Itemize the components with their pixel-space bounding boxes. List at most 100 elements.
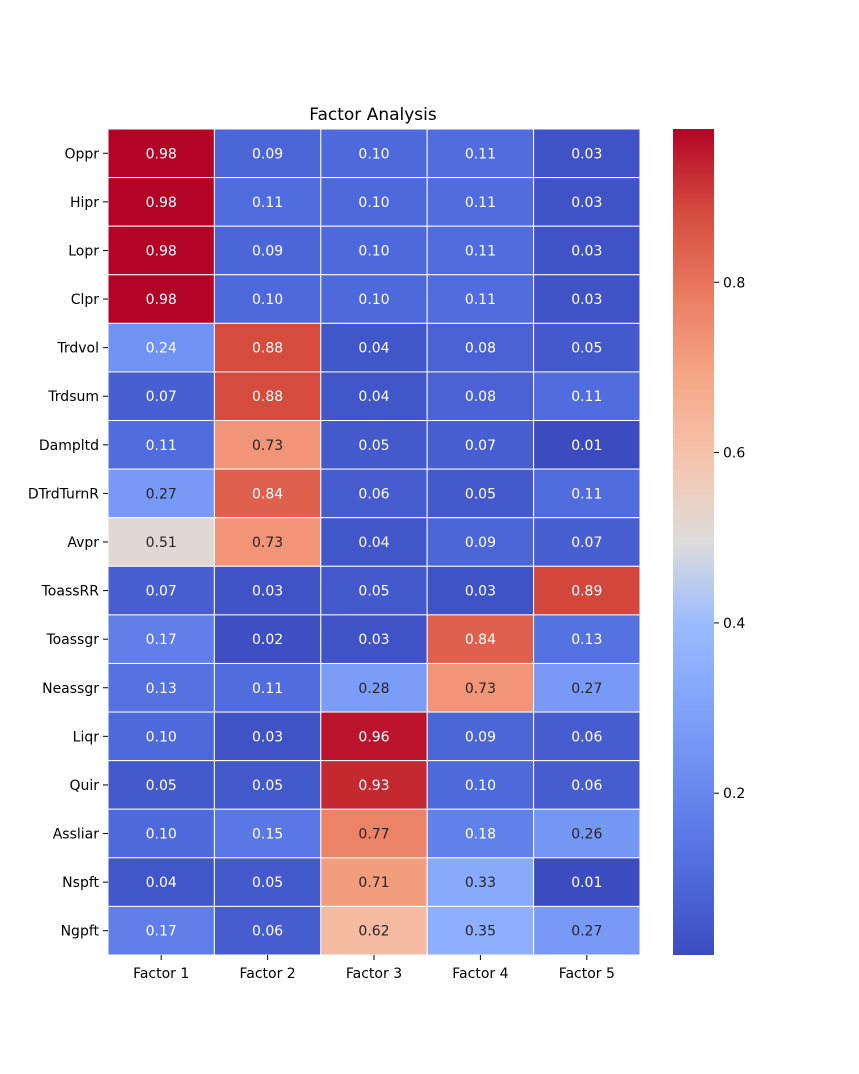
cell-value-label: 0.11 (465, 146, 496, 162)
y-tick-label: Assliar (53, 827, 100, 843)
cell-value-label: 0.93 (358, 778, 389, 794)
colorbar-tick-label: 0.2 (723, 786, 745, 802)
cell-value-label: 0.27 (146, 486, 177, 502)
cell-value-label: 0.07 (146, 584, 177, 600)
heatmap-cell (533, 905, 641, 956)
cell-value-label: 0.03 (571, 243, 602, 259)
cell-value-label: 0.07 (465, 438, 496, 454)
heatmap-cell (533, 468, 641, 519)
heatmap-cell (107, 420, 215, 470)
cell-value-label: 0.11 (252, 195, 283, 211)
cell-value-label: 0.01 (571, 438, 602, 454)
heatmap-cell (533, 808, 641, 859)
cell-value-label: 0.98 (146, 195, 177, 211)
heatmap-cell (320, 371, 428, 422)
heatmap-cell (107, 662, 215, 713)
heatmap-cell (107, 711, 215, 762)
cell-value-label: 0.10 (358, 292, 389, 308)
cell-value-label: 0.07 (146, 389, 177, 405)
cell-value-label: 0.04 (358, 389, 389, 405)
heatmap-cell (320, 128, 428, 179)
y-tick-label: Hipr (70, 195, 99, 211)
x-tick-label: Factor 5 (559, 966, 615, 982)
heatmap-cell (213, 857, 322, 907)
heatmap-cell (213, 225, 322, 276)
cell-value-label: 0.98 (146, 243, 177, 259)
cell-value-label: 0.11 (465, 243, 496, 259)
heatmap-cell (320, 468, 428, 519)
cell-value-label: 0.17 (146, 632, 177, 648)
cell-value-label: 0.89 (571, 584, 602, 600)
y-tick-label: Dampltd (39, 438, 99, 454)
cell-value-label: 0.33 (465, 875, 496, 891)
heatmap-cell (107, 468, 215, 519)
heatmap-cells: 0.98 0.09 0.10 0.11 0.03 0.98 0.11 0.10 0.11 0.03… (107, 128, 641, 956)
cell-value-label: 0.10 (252, 292, 283, 308)
cell-value-label: 0.73 (252, 535, 283, 551)
heatmap-cell (107, 614, 215, 664)
heatmap-cell (426, 662, 535, 713)
cell-value-label: 0.01 (571, 875, 602, 891)
cell-value-label: 0.05 (358, 584, 389, 600)
y-tick-label: ToassRR (41, 584, 100, 600)
colorbar-tick-label: 0.6 (723, 446, 745, 462)
cell-value-label: 0.88 (252, 389, 283, 405)
cell-value-label: 0.05 (571, 341, 602, 357)
y-tick-label: Toassgr (45, 632, 99, 648)
cell-value-label: 0.04 (146, 875, 177, 891)
heatmap-cell (213, 565, 322, 616)
y-tick-label: Liqr (73, 729, 100, 745)
heatmap-cell (426, 905, 535, 956)
heatmap-cell (213, 322, 322, 373)
cell-value-label: 0.04 (358, 341, 389, 357)
y-tick-label: Ngpft (61, 924, 100, 940)
heatmap-cell (213, 905, 322, 956)
heatmap-cell (533, 614, 641, 664)
cell-value-label: 0.11 (465, 195, 496, 211)
cell-value-label: 0.03 (571, 292, 602, 308)
cell-value-label: 0.27 (571, 681, 602, 697)
colorbar (673, 129, 714, 955)
cell-value-label: 0.05 (358, 438, 389, 454)
x-tick-label: Factor 4 (452, 966, 508, 982)
heatmap-cell (320, 857, 428, 907)
cell-value-label: 0.09 (465, 729, 496, 745)
heatmap-cell (320, 177, 428, 227)
cell-value-label: 0.05 (252, 875, 283, 891)
cell-value-label: 0.08 (465, 341, 496, 357)
cell-value-label: 0.05 (465, 486, 496, 502)
heatmap-cell (533, 517, 641, 567)
cell-value-label: 0.10 (358, 243, 389, 259)
heatmap-cell (533, 322, 641, 373)
cell-value-label: 0.10 (146, 827, 177, 843)
heatmap-cell (426, 614, 535, 664)
cell-value-label: 0.96 (358, 729, 389, 745)
cell-value-label: 0.09 (252, 243, 283, 259)
heatmap-cell (320, 808, 428, 859)
cell-value-label: 0.17 (146, 924, 177, 940)
cell-value-label: 0.04 (358, 535, 389, 551)
cell-value-label: 0.09 (465, 535, 496, 551)
cell-value-label: 0.13 (571, 632, 602, 648)
heatmap-cell (320, 322, 428, 373)
cell-value-label: 0.84 (465, 632, 496, 648)
cell-value-label: 0.10 (146, 729, 177, 745)
x-axis-labels: Factor 1 Factor 2 Factor 3 Factor 4 Factor 5 (133, 955, 615, 982)
cell-value-label: 0.73 (465, 681, 496, 697)
heatmap-cell (533, 177, 641, 227)
cell-value-label: 0.71 (358, 875, 389, 891)
heatmap-cell (533, 711, 641, 762)
x-tick-label: Factor 2 (239, 966, 295, 982)
y-tick-label: Nspft (62, 875, 99, 891)
heatmap-cell (320, 274, 428, 324)
cell-value-label: 0.05 (146, 778, 177, 794)
heatmap-cell (107, 322, 215, 373)
cell-value-label: 0.05 (252, 778, 283, 794)
heatmap-cell (320, 905, 428, 956)
heatmap-cell (533, 760, 641, 810)
cell-value-label: 0.15 (252, 827, 283, 843)
heatmap-cell (213, 468, 322, 519)
y-tick-label: Quir (69, 778, 99, 794)
y-tick-label: DTrdTurnR (28, 486, 99, 502)
